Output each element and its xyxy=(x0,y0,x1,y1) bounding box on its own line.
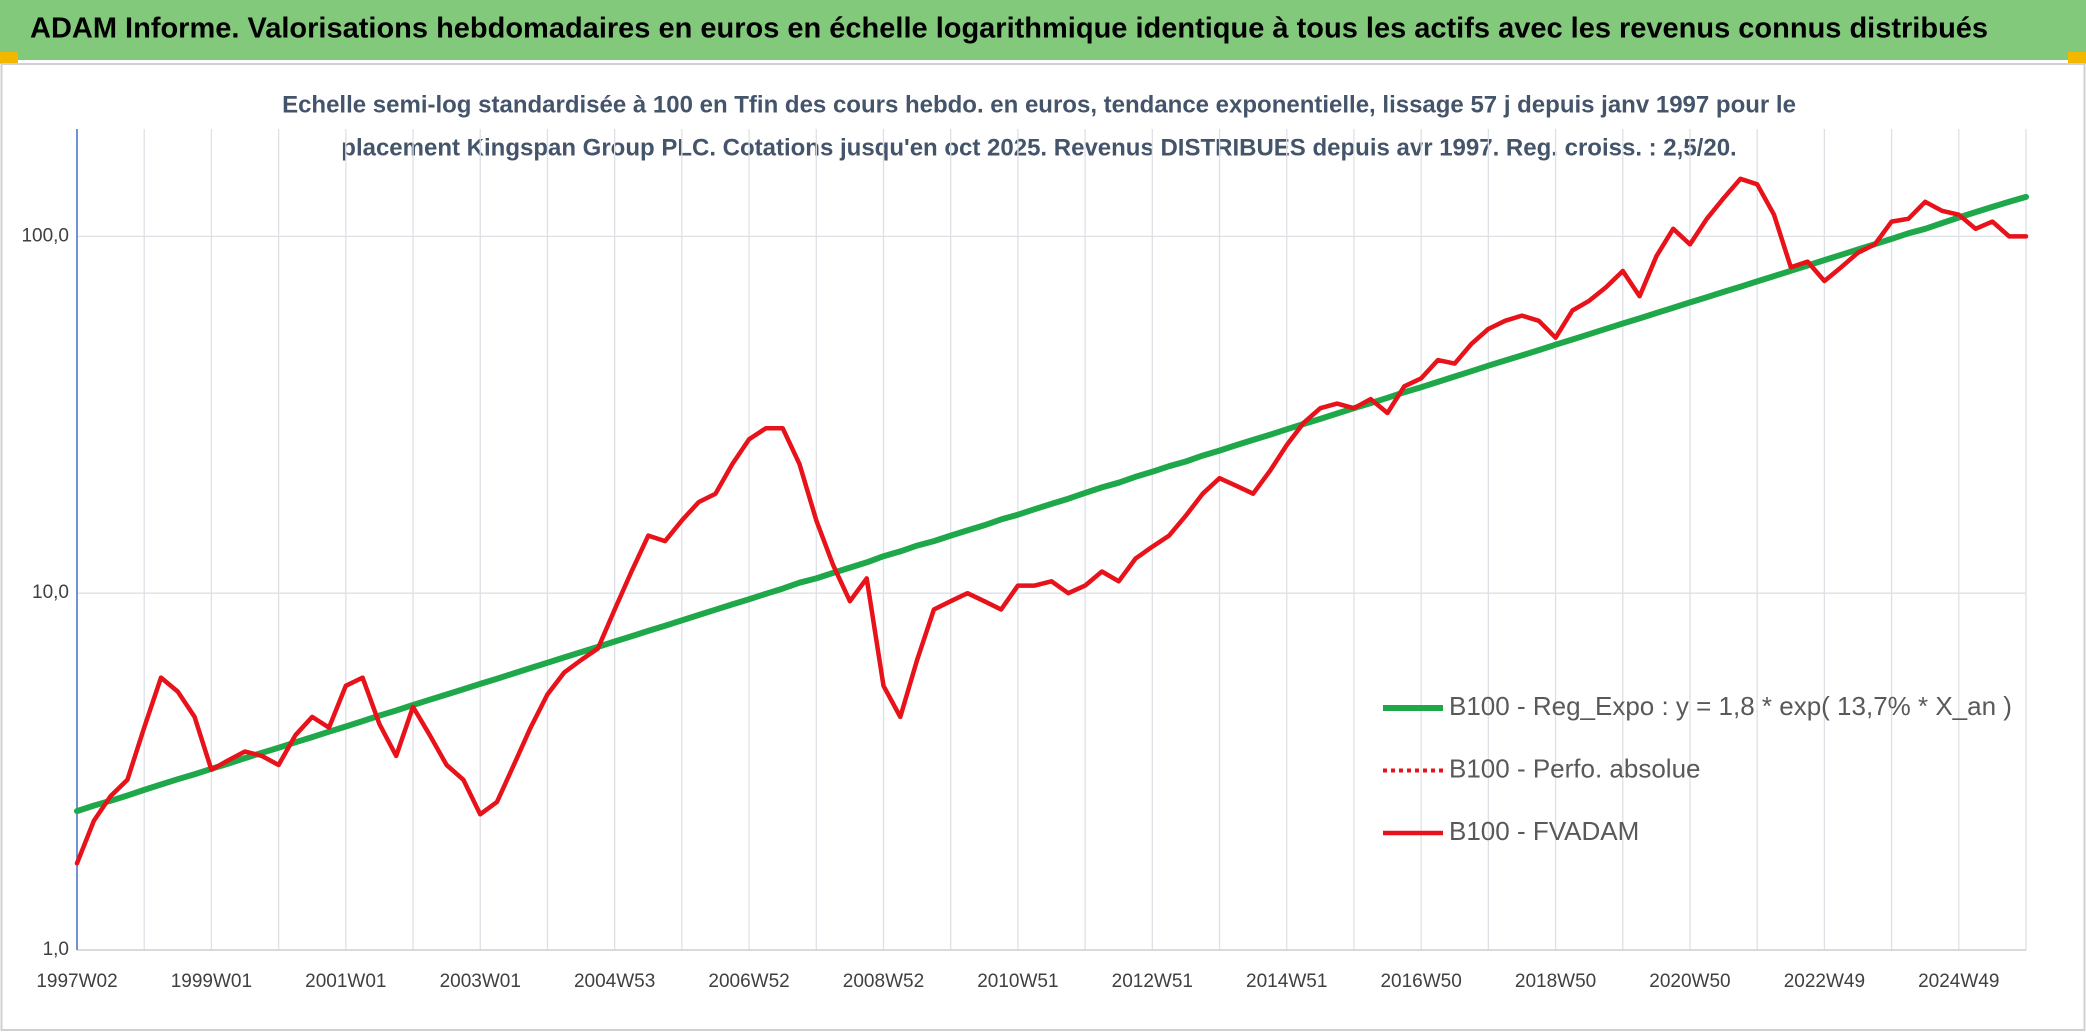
x-tick-label: 2016W50 xyxy=(1380,971,1461,992)
title-banner xyxy=(0,0,2086,60)
chart-subtitle: placement Kingspan Group PLC. Cotations … xyxy=(341,134,1736,161)
x-tick-label: 2014W51 xyxy=(1246,971,1327,992)
x-tick-label: 1997W02 xyxy=(36,971,117,992)
legend-label: B100 - Reg_Expo : y = 1,8 * exp( 13,7% *… xyxy=(1449,691,2012,721)
corner-tab xyxy=(0,52,18,64)
x-tick-label: 2004W53 xyxy=(574,971,655,992)
x-tick-label: 2022W49 xyxy=(1784,971,1865,992)
y-tick-label: 100,0 xyxy=(21,225,69,246)
chart-subtitle: Echelle semi-log standardisée à 100 en T… xyxy=(282,91,1796,118)
x-tick-label: 2020W50 xyxy=(1649,971,1730,992)
y-tick-label: 10,0 xyxy=(32,582,69,603)
legend-label: B100 - Perfo. absolue xyxy=(1449,753,1701,783)
chart-frame xyxy=(0,63,2086,1031)
x-tick-label: 2008W52 xyxy=(843,971,924,992)
x-tick-label: 2018W50 xyxy=(1515,971,1596,992)
legend-label: B100 - FVADAM xyxy=(1449,816,1639,846)
series-line xyxy=(74,193,2029,815)
x-tick-label: 1999W01 xyxy=(171,971,252,992)
x-tick-label: 2010W51 xyxy=(977,971,1058,992)
y-tick-label: 1,0 xyxy=(43,939,69,960)
x-tick-label: 2024W49 xyxy=(1918,971,1999,992)
x-tick-label: 2001W01 xyxy=(305,971,386,992)
x-tick-label: 2003W01 xyxy=(440,971,521,992)
corner-tab xyxy=(2068,52,2086,64)
series-line xyxy=(74,176,2029,866)
x-tick-label: 2012W51 xyxy=(1112,971,1193,992)
x-tick-label: 2006W52 xyxy=(708,971,789,992)
chart-title: ADAM Informe. Valorisations hebdomadaire… xyxy=(30,13,1988,45)
